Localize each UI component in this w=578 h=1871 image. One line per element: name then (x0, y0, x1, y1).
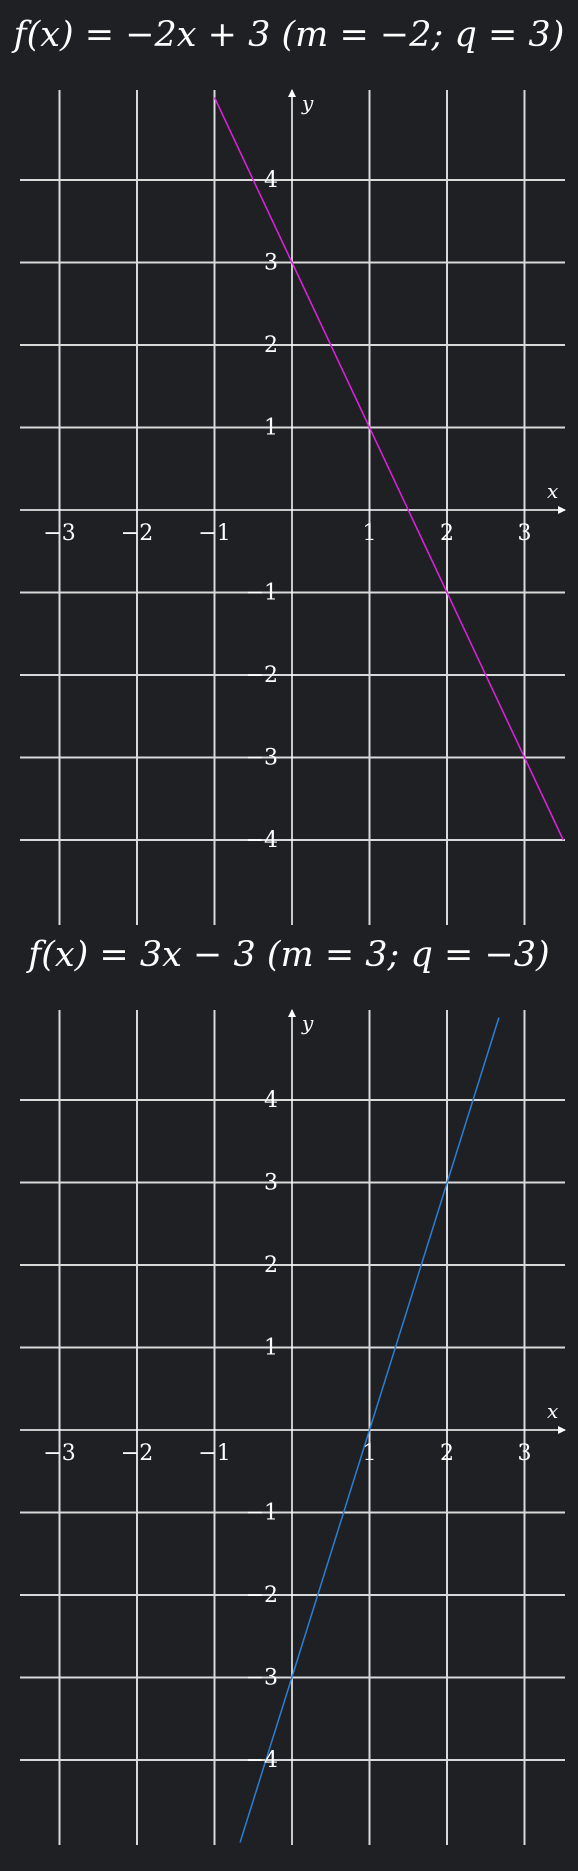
x-tick-label: 1 (363, 521, 377, 546)
x-tick-label: −2 (121, 521, 153, 546)
chart-plot: −3 −2 −1 1 2 3 4 3 2 1 −1 −2 −3 −4 x y (20, 89, 566, 925)
x-tick-label: −3 (43, 1441, 75, 1466)
x-axis-arrow (558, 506, 566, 514)
chart-title: f(x) = 3x − 3 (m = 3; q = −3) (28, 935, 550, 975)
x-tick-label: 2 (440, 521, 454, 546)
y-tick-label: 3 (264, 1171, 278, 1196)
y-axis-label: y (301, 1011, 314, 1035)
y-tick-label: 2 (264, 333, 278, 358)
y-axis-label: y (301, 91, 314, 115)
y-tick-label: 4 (264, 1088, 278, 1113)
y-tick-label: −2 (246, 1583, 278, 1608)
x-axis-label: x (547, 479, 558, 503)
y-tick-label: −1 (246, 1501, 278, 1526)
y-tick-label: −3 (246, 746, 278, 771)
x-tick-label: −1 (198, 1441, 230, 1466)
chart-plot: −3 −2 −1 1 2 3 4 3 2 1 −1 −2 −3 −4 x y (20, 1009, 566, 1845)
x-tick-label: 1 (363, 1441, 377, 1466)
y-tick-label: 2 (264, 1253, 278, 1278)
y-tick-label: −3 (246, 1666, 278, 1691)
y-tick-label: 1 (264, 416, 278, 441)
series-line (239, 1017, 500, 1843)
chart-title: f(x) = −2x + 3 (m = −2; q = 3) (13, 15, 565, 55)
y-tick-label: −4 (246, 1748, 278, 1773)
y-tick-label: −4 (246, 828, 278, 853)
y-axis-arrow (288, 89, 296, 97)
x-axis-label: x (547, 1399, 558, 1423)
x-tick-label: −2 (121, 1441, 153, 1466)
x-axis-arrow (558, 1426, 566, 1434)
y-tick-label: −1 (246, 581, 278, 606)
y-axis-arrow (288, 1009, 296, 1017)
x-tick-label: 3 (518, 521, 532, 546)
y-tick-label: 4 (264, 168, 278, 193)
x-tick-label: −3 (43, 521, 75, 546)
y-tick-label: −2 (246, 663, 278, 688)
x-tick-label: 2 (440, 1441, 454, 1466)
y-tick-label: 3 (264, 251, 278, 276)
series-line (213, 97, 564, 841)
x-tick-label: 3 (518, 1441, 532, 1466)
x-tick-label: −1 (198, 521, 230, 546)
y-tick-label: 1 (264, 1336, 278, 1361)
